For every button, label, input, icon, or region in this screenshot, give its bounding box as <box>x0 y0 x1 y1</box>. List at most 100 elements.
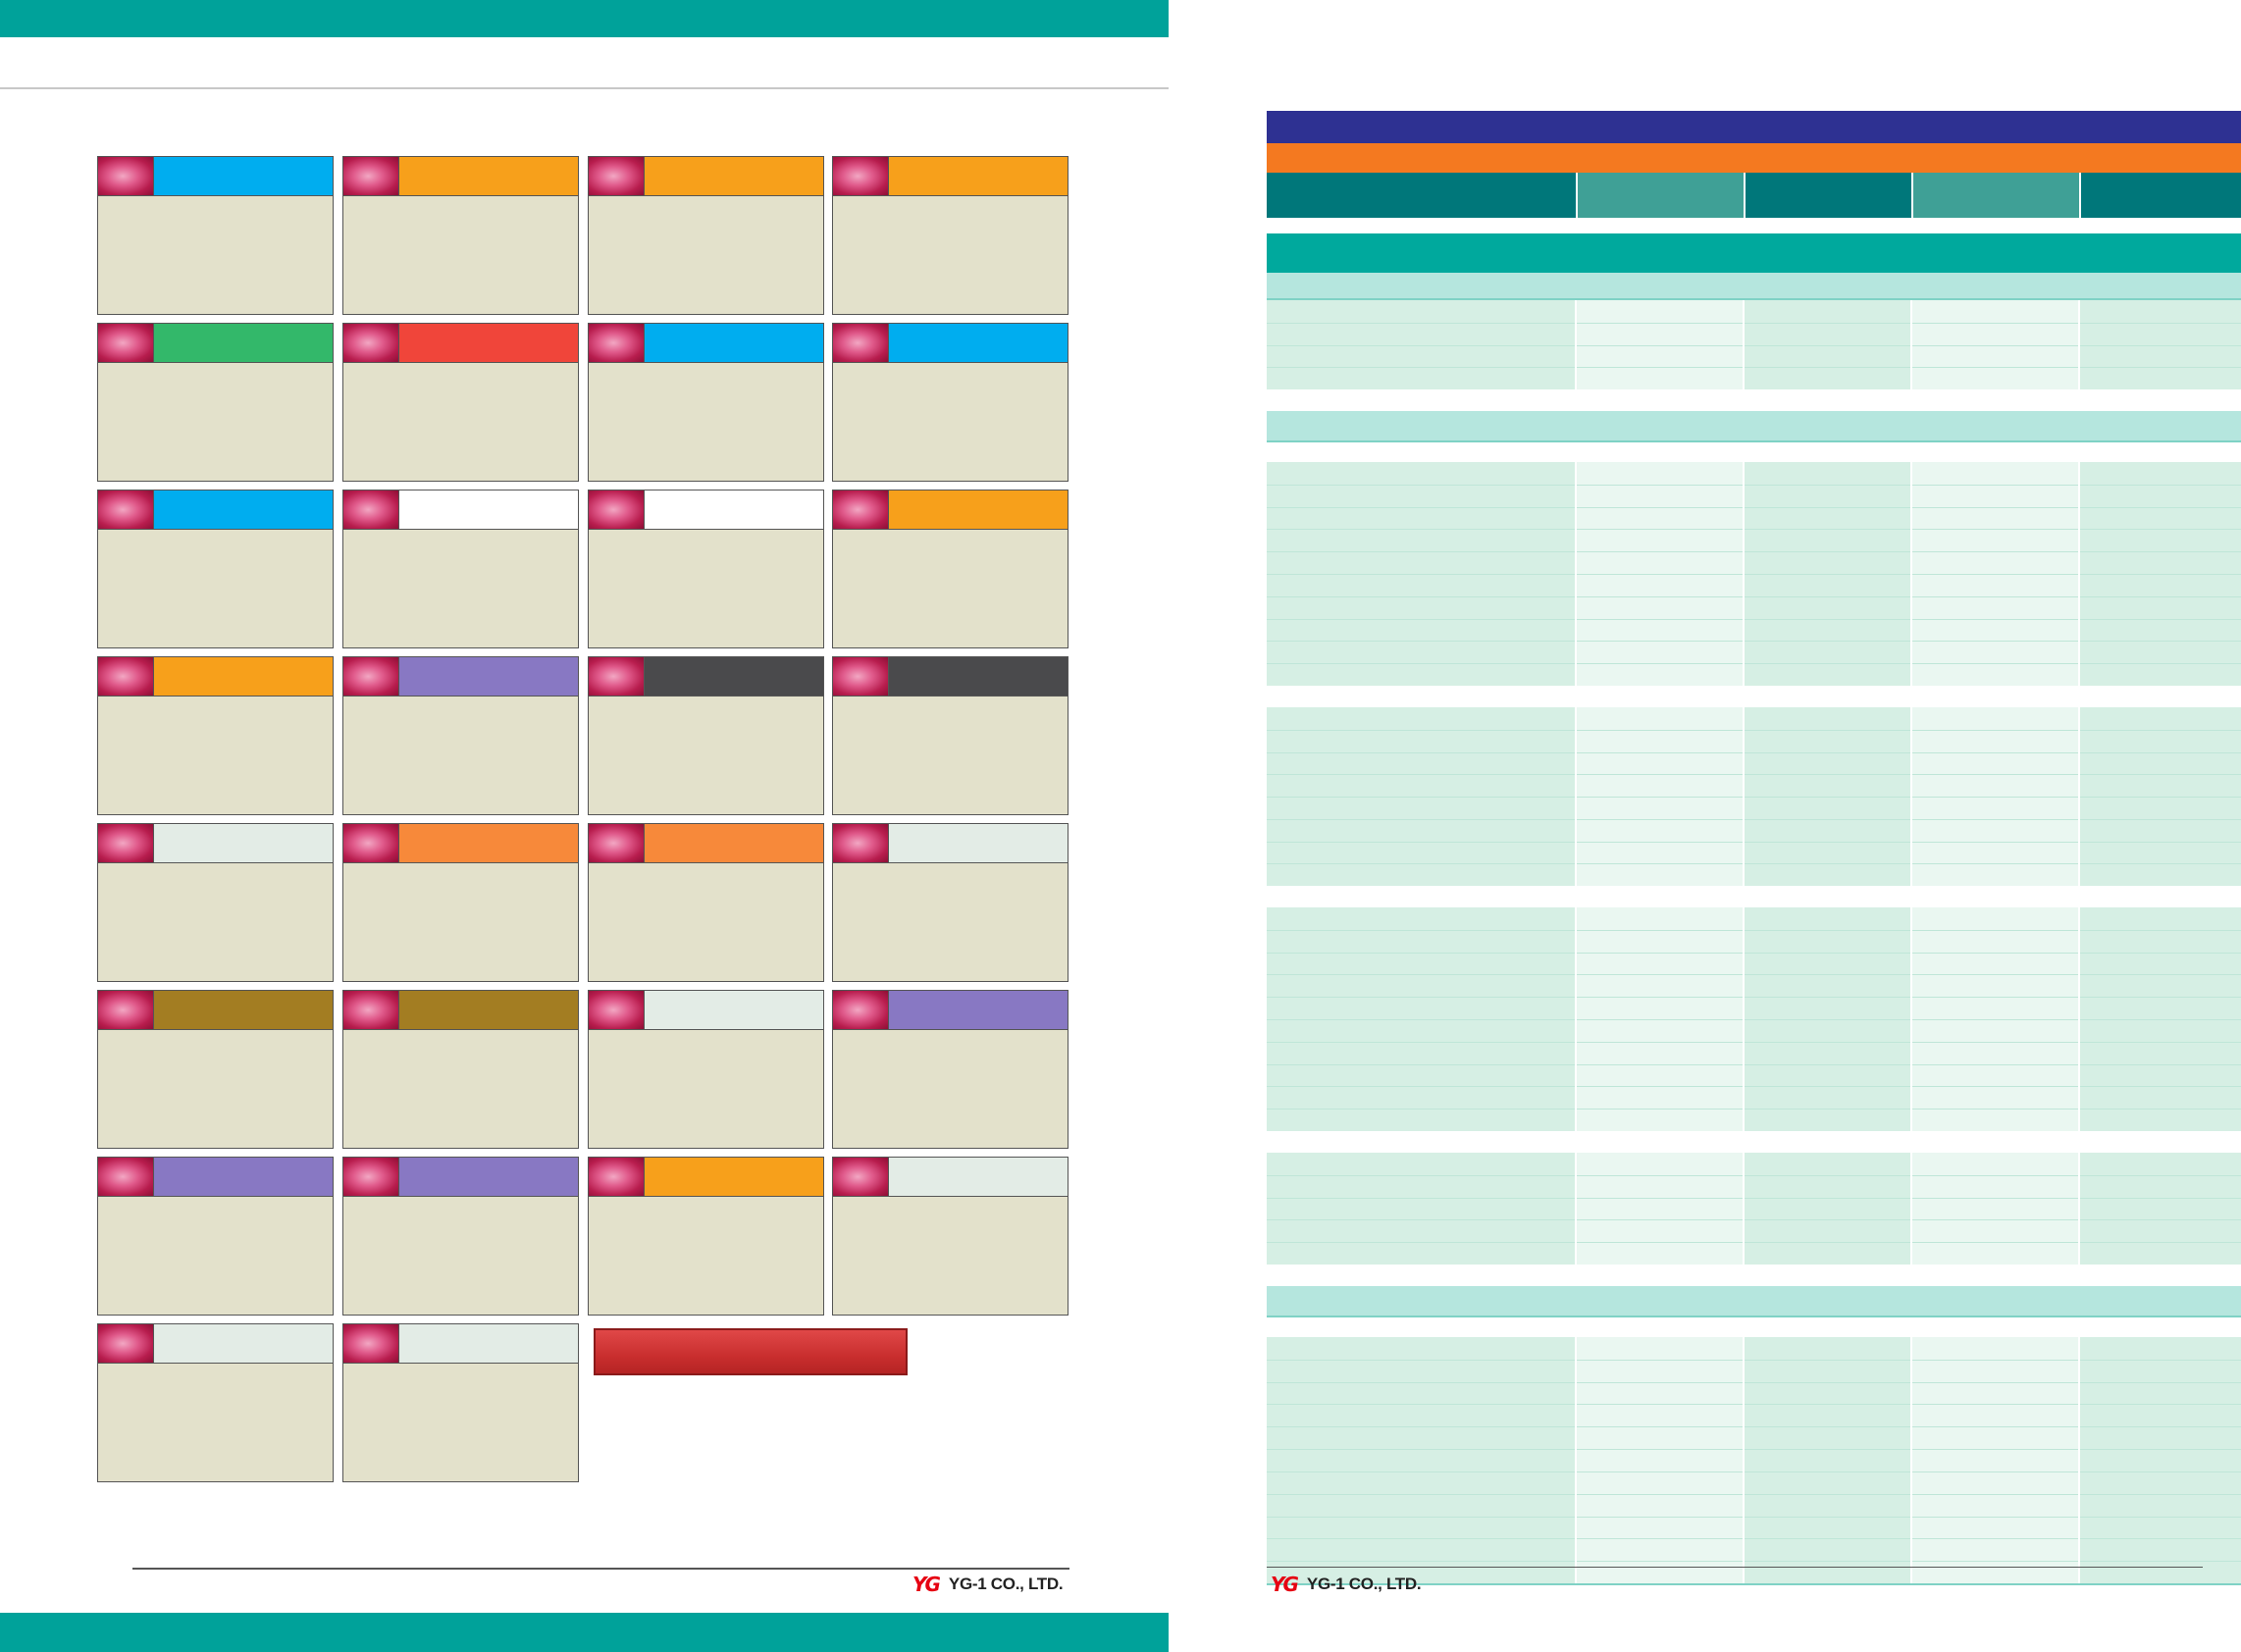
column-separator <box>1743 907 1745 1131</box>
column-separator <box>1575 300 1577 389</box>
coating-card <box>588 323 824 482</box>
coating-sample-icon <box>98 157 154 195</box>
table-header-cell <box>1267 173 1576 218</box>
card-color-bar <box>399 157 578 195</box>
card-body <box>589 697 823 814</box>
coating-card <box>97 1323 334 1482</box>
table-row <box>1267 529 2241 530</box>
card-header <box>343 324 578 363</box>
column-separator <box>2078 1153 2080 1265</box>
coating-sample-icon <box>833 991 889 1029</box>
table-row <box>1267 663 2241 664</box>
coating-card <box>832 323 1068 482</box>
card-header <box>98 824 333 863</box>
coating-card <box>588 490 824 648</box>
table-column-cell <box>1911 300 2079 389</box>
card-header <box>343 490 578 530</box>
coating-sample-icon <box>98 490 154 529</box>
card-header <box>343 157 578 196</box>
card-color-bar <box>399 824 578 862</box>
table-row <box>1267 863 2241 864</box>
table-row <box>1267 596 2241 597</box>
table-subsection-header <box>1267 273 2241 300</box>
coating-card <box>97 823 334 982</box>
table-bottom-rule <box>1267 1583 2241 1585</box>
card-body <box>343 1364 578 1481</box>
card-body <box>98 1030 333 1148</box>
card-body <box>343 196 578 314</box>
table-header-cell <box>1578 173 1744 218</box>
table-row <box>1267 1471 2241 1472</box>
card-color-bar <box>645 991 823 1029</box>
card-header <box>833 1158 1068 1197</box>
company-name-right: YG-1 CO., LTD. <box>1306 1575 1422 1593</box>
table-row-group <box>1267 1153 2241 1265</box>
table-row <box>1267 819 2241 820</box>
table-row <box>1267 1449 2241 1450</box>
card-color-bar <box>889 991 1068 1029</box>
table-row <box>1267 1175 2241 1176</box>
table-row <box>1267 1086 2241 1087</box>
coating-sample-icon <box>589 1158 645 1196</box>
column-separator <box>1575 707 1577 886</box>
card-body <box>833 697 1068 814</box>
table-column-cell <box>2079 1337 2241 1583</box>
coating-sample-icon <box>98 1158 154 1196</box>
coating-sample-icon <box>98 991 154 1029</box>
coating-card <box>588 1157 824 1316</box>
company-name-left: YG-1 CO., LTD. <box>948 1575 1064 1593</box>
coating-sample-icon <box>589 324 645 362</box>
coating-card <box>588 156 824 315</box>
card-header <box>343 1324 578 1364</box>
table-row <box>1267 752 2241 753</box>
coating-card <box>588 823 824 982</box>
coating-card <box>832 490 1068 648</box>
coating-sample-icon <box>589 991 645 1029</box>
card-color-bar <box>154 657 333 696</box>
table-row <box>1267 619 2241 620</box>
coating-sample-icon <box>98 824 154 862</box>
coating-sample-icon <box>98 1324 154 1363</box>
page-top-bar <box>0 0 1169 37</box>
card-color-bar <box>889 824 1068 862</box>
coating-card <box>97 1157 334 1316</box>
coating-card <box>342 823 579 982</box>
column-separator <box>1910 300 1912 389</box>
card-header <box>98 324 333 363</box>
coating-card <box>588 990 824 1149</box>
coating-sample-icon <box>343 157 399 195</box>
table-row <box>1267 1494 2241 1495</box>
coating-sample-icon <box>833 324 889 362</box>
column-separator <box>2078 707 2080 886</box>
red-banner <box>594 1328 908 1375</box>
table-row <box>1267 1064 2241 1065</box>
card-body <box>343 697 578 814</box>
card-color-bar <box>645 824 823 862</box>
table-row <box>1267 1042 2241 1043</box>
column-separator <box>1910 907 1912 1131</box>
card-body <box>833 530 1068 647</box>
table-row <box>1267 774 2241 775</box>
coating-sample-icon <box>833 157 889 195</box>
table-row-group <box>1267 300 2241 389</box>
column-separator <box>2078 1337 2080 1583</box>
coating-card <box>832 156 1068 315</box>
coating-card <box>97 490 334 648</box>
column-separator <box>1743 1337 1745 1583</box>
card-header <box>343 1158 578 1197</box>
table-row-group <box>1267 707 2241 886</box>
card-body <box>98 697 333 814</box>
table-column-cell <box>1576 1337 1744 1583</box>
card-color-bar <box>399 1158 578 1196</box>
card-color-bar <box>154 1324 333 1363</box>
column-separator <box>2078 907 2080 1131</box>
coating-sample-icon <box>589 657 645 696</box>
card-body <box>98 196 333 314</box>
card-color-bar <box>645 490 823 529</box>
table-row <box>1267 1404 2241 1405</box>
card-header <box>589 157 823 196</box>
table-row <box>1267 574 2241 575</box>
card-body <box>343 1197 578 1315</box>
card-header <box>833 490 1068 530</box>
card-header <box>589 657 823 697</box>
